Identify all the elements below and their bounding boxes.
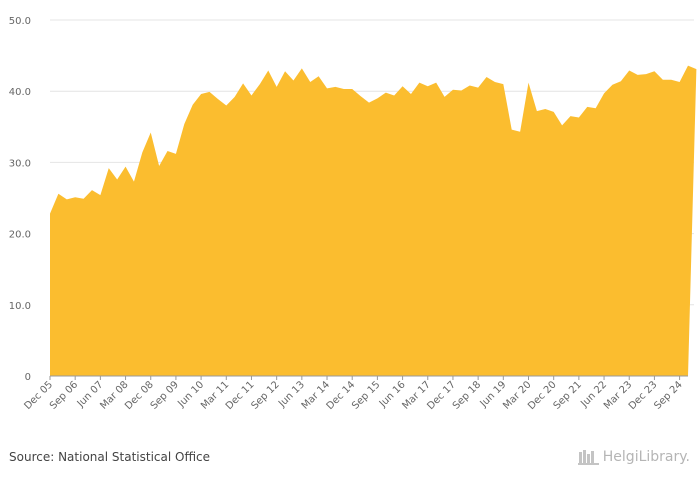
source-note: Source: National Statistical Office <box>9 450 211 464</box>
area-series <box>50 65 697 376</box>
footer: Source: National Statistical Office Helg… <box>0 440 700 483</box>
y-tick-label: 20.0 <box>9 230 31 241</box>
x-tick-label: Sep 06 <box>48 379 80 411</box>
x-tick-label: Sep 12 <box>249 379 281 411</box>
library-icon <box>577 450 599 465</box>
y-tick-label: 10.0 <box>9 301 31 312</box>
x-tick-label: Sep 21 <box>552 379 584 411</box>
y-tick-label: 0 <box>25 372 31 383</box>
x-tick-label: Sep 18 <box>451 379 483 411</box>
brand-logo[interactable]: HelgiLibrary. <box>577 449 690 465</box>
y-tick-label: 30.0 <box>9 158 31 169</box>
x-tick-label: Sep 15 <box>350 379 382 411</box>
x-tick-label: Sep 09 <box>149 379 181 411</box>
x-tick-label: Sep 24 <box>652 379 684 411</box>
y-tick-label: 40.0 <box>9 87 31 98</box>
y-tick-label: 50.0 <box>9 16 31 27</box>
y-axis-ticks: 0 10.0 20.0 30.0 40.0 50.0 <box>9 16 31 383</box>
brand-name: HelgiLibrary. <box>602 449 690 465</box>
